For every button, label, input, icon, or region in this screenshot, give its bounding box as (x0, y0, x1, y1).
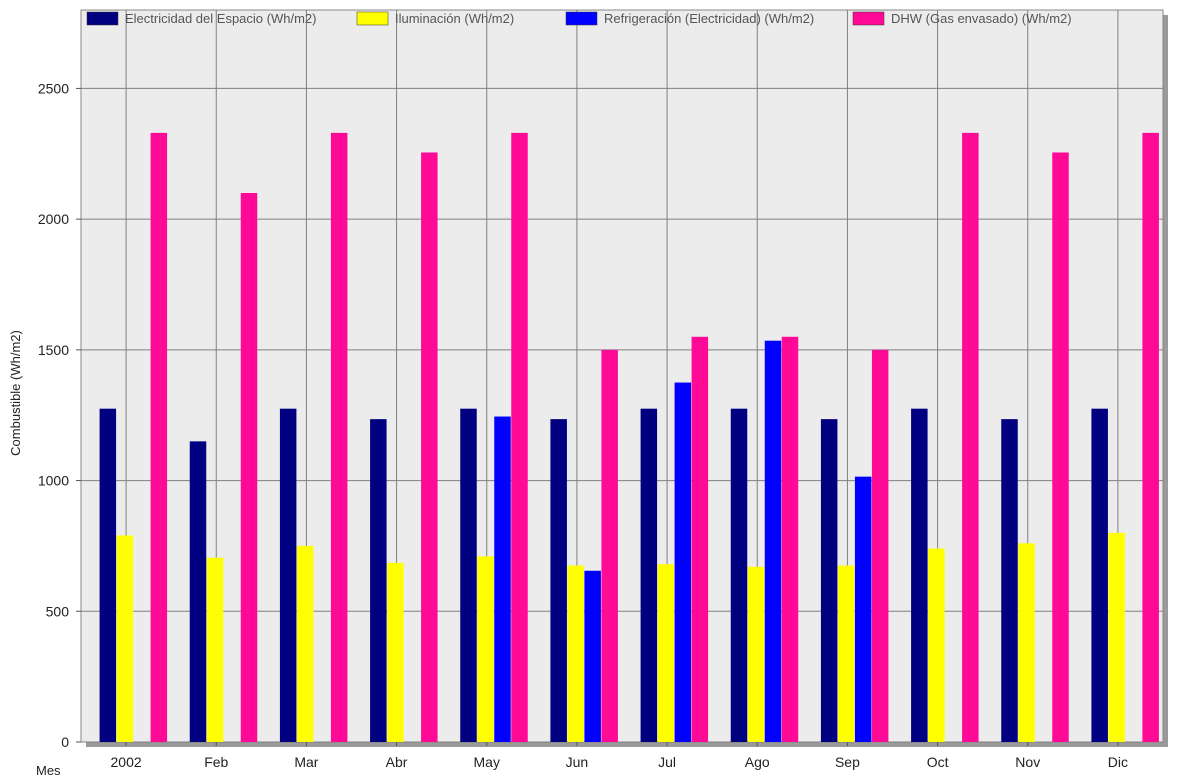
legend-swatch (852, 11, 885, 26)
axes: 0 500 1000 1500 2000 2500 2002 Feb Mar Abr May Jun J… (38, 80, 1128, 770)
bar (99, 408, 117, 742)
plot-background (80, 9, 1164, 743)
bar (387, 562, 404, 742)
legend-swatch (356, 11, 389, 26)
bar (330, 132, 348, 742)
bar (1142, 132, 1159, 742)
legend-swatch (86, 11, 119, 26)
bar (421, 152, 438, 742)
bar (691, 336, 709, 742)
bar (460, 408, 477, 742)
bar (279, 408, 297, 742)
x-tick-label: Feb (204, 754, 228, 770)
x-tick-label: Jul (658, 754, 676, 770)
bar (370, 419, 387, 742)
bar (1001, 419, 1018, 742)
y-tick-label: 500 (46, 603, 70, 619)
bar (820, 419, 838, 742)
y-tick-label: 2000 (38, 211, 69, 227)
bar (296, 545, 314, 742)
bar (640, 408, 658, 742)
bar (240, 193, 258, 742)
x-axis-title: Mes (36, 763, 61, 778)
y-tick-label: 1000 (38, 473, 69, 489)
bar (911, 408, 928, 742)
x-tick-label: Abr (386, 754, 408, 770)
x-tick-label: Mar (294, 754, 318, 770)
bar (584, 570, 601, 742)
bar (116, 535, 134, 742)
bar (871, 349, 889, 742)
bar (962, 132, 979, 742)
bar (1108, 532, 1125, 742)
bar (764, 340, 782, 742)
legend: Electricidad del Espacio (Wh/m2) Iluminac… (86, 11, 1072, 26)
bar (928, 548, 945, 742)
x-tick-label: May (474, 754, 500, 770)
bar (150, 132, 168, 742)
y-axis-title: Combustible (Wh/m2) (8, 330, 23, 456)
legend-label: Refrigeración (Electricidad) (Wh/m2) (604, 11, 814, 26)
bar (550, 419, 567, 742)
legend-label: DHW (Gas envasado) (Wh/m2) (891, 11, 1072, 26)
y-tick-label: 2500 (38, 80, 69, 96)
bar (1018, 543, 1035, 742)
legend-label: Iluminación (Wh/m2) (395, 11, 514, 26)
bar (494, 416, 511, 742)
bar (730, 408, 748, 742)
bar (1052, 152, 1069, 742)
x-tick-label: Sep (835, 754, 860, 770)
bar (567, 565, 584, 742)
x-tick-label: Jun (566, 754, 589, 770)
y-tick-label: 1500 (38, 342, 69, 358)
bar (837, 565, 855, 742)
x-tick-label: 2002 (111, 754, 142, 770)
bars (99, 132, 1159, 742)
legend-label: Electricidad del Espacio (Wh/m2) (125, 11, 316, 26)
bar (854, 476, 872, 742)
bar (781, 336, 799, 742)
bar (189, 441, 207, 742)
bar (674, 382, 692, 742)
bar (657, 564, 675, 742)
bar (601, 349, 618, 742)
x-tick-label: Ago (745, 754, 770, 770)
bar (477, 556, 494, 742)
bar (747, 566, 765, 742)
grid-lines (81, 10, 1163, 743)
x-tick-label: Nov (1015, 754, 1040, 770)
bar (511, 132, 528, 742)
bar (1091, 408, 1108, 742)
y-tick-label: 0 (61, 734, 69, 750)
x-tick-label: Dic (1108, 754, 1128, 770)
legend-swatch (565, 11, 598, 26)
bar (206, 557, 224, 742)
x-tick-label: Oct (927, 754, 949, 770)
plot-area (80, 9, 1164, 743)
